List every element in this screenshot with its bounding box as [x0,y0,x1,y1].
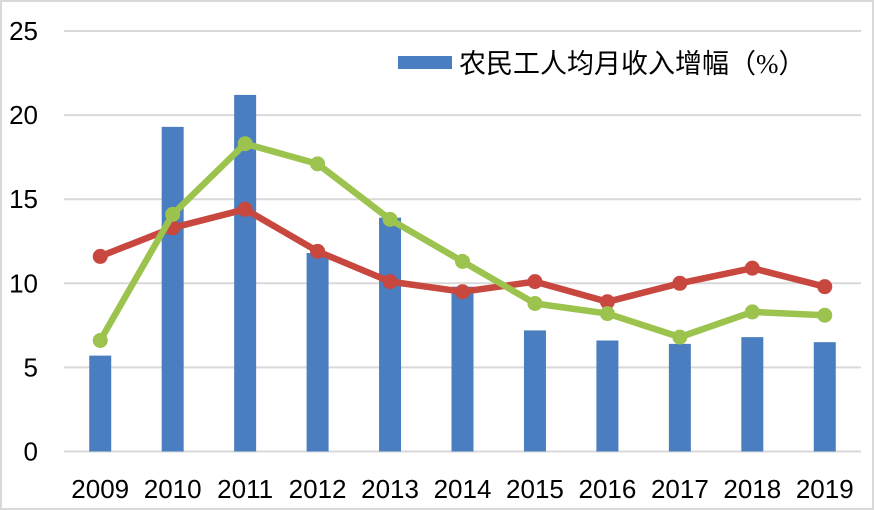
bar-2013 [379,217,402,452]
x-tick-label-2014: 2014 [434,474,492,504]
y-tick-label-5: 5 [24,352,38,382]
x-tick-label-2012: 2012 [289,474,347,504]
green-line-point-2016 [599,306,615,322]
bar-2010 [161,126,184,452]
legend: 农民工人均月收入增幅（%） [398,49,806,79]
green-line-point-2010 [165,206,181,222]
bar-2018 [741,337,764,452]
x-tick-label-2015: 2015 [506,474,564,504]
green-line-point-2013 [382,211,398,227]
red-line-point-2014 [455,284,470,300]
red-line-point-2015 [527,274,543,290]
bar-2012 [306,253,329,452]
red-line-point-2017 [672,275,688,291]
red-line-point-2013 [382,274,398,290]
y-tick-label-0: 0 [24,437,38,467]
plot-area: 0 5 10 15 20 25 2009 2010 2011 2012 2013 2014 2015 20… [9,16,861,504]
x-tick-label-2010: 2010 [144,474,202,504]
y-tick-label-20: 20 [9,100,38,130]
green-line-point-2017 [672,329,688,345]
x-tick-label-2011: 2011 [217,474,273,504]
red-line-point-2011 [237,201,253,217]
bar-2019 [813,342,836,452]
y-tick-label-25: 25 [9,16,38,46]
green-line-point-2012 [310,156,326,172]
bar-2015 [523,330,546,452]
x-tick-label-2009: 2009 [71,474,129,504]
red-line-point-2018 [744,260,760,276]
green-line-point-2009 [92,332,108,348]
bar-2011 [234,94,257,452]
red-line-point-2012 [310,243,326,259]
bar-2009 [89,355,112,452]
red-line-point-2016 [599,294,615,310]
y-tick-label-15: 15 [9,184,38,214]
x-tick-label-2016: 2016 [578,474,636,504]
red-line-point-2019 [817,279,833,295]
legend-swatch-bar-series [398,56,452,69]
x-tick-label-2013: 2013 [361,474,419,504]
green-line-point-2011 [237,136,253,152]
green-line-point-2015 [527,295,543,311]
red-line-point-2009 [92,248,108,264]
green-line-point-2014 [455,253,470,269]
y-tick-label-10: 10 [9,268,38,298]
green-line-point-2019 [817,307,833,323]
x-tick-label-2018: 2018 [723,474,781,504]
bar-2016 [596,340,619,452]
legend-label-bar-series: 农民工人均月收入增幅（%） [459,49,806,79]
bar-2017 [668,343,691,452]
x-tick-label-2017: 2017 [651,474,709,504]
bar-2014 [451,286,474,452]
x-tick-label-2019: 2019 [796,474,854,504]
green-line-point-2018 [744,304,760,320]
